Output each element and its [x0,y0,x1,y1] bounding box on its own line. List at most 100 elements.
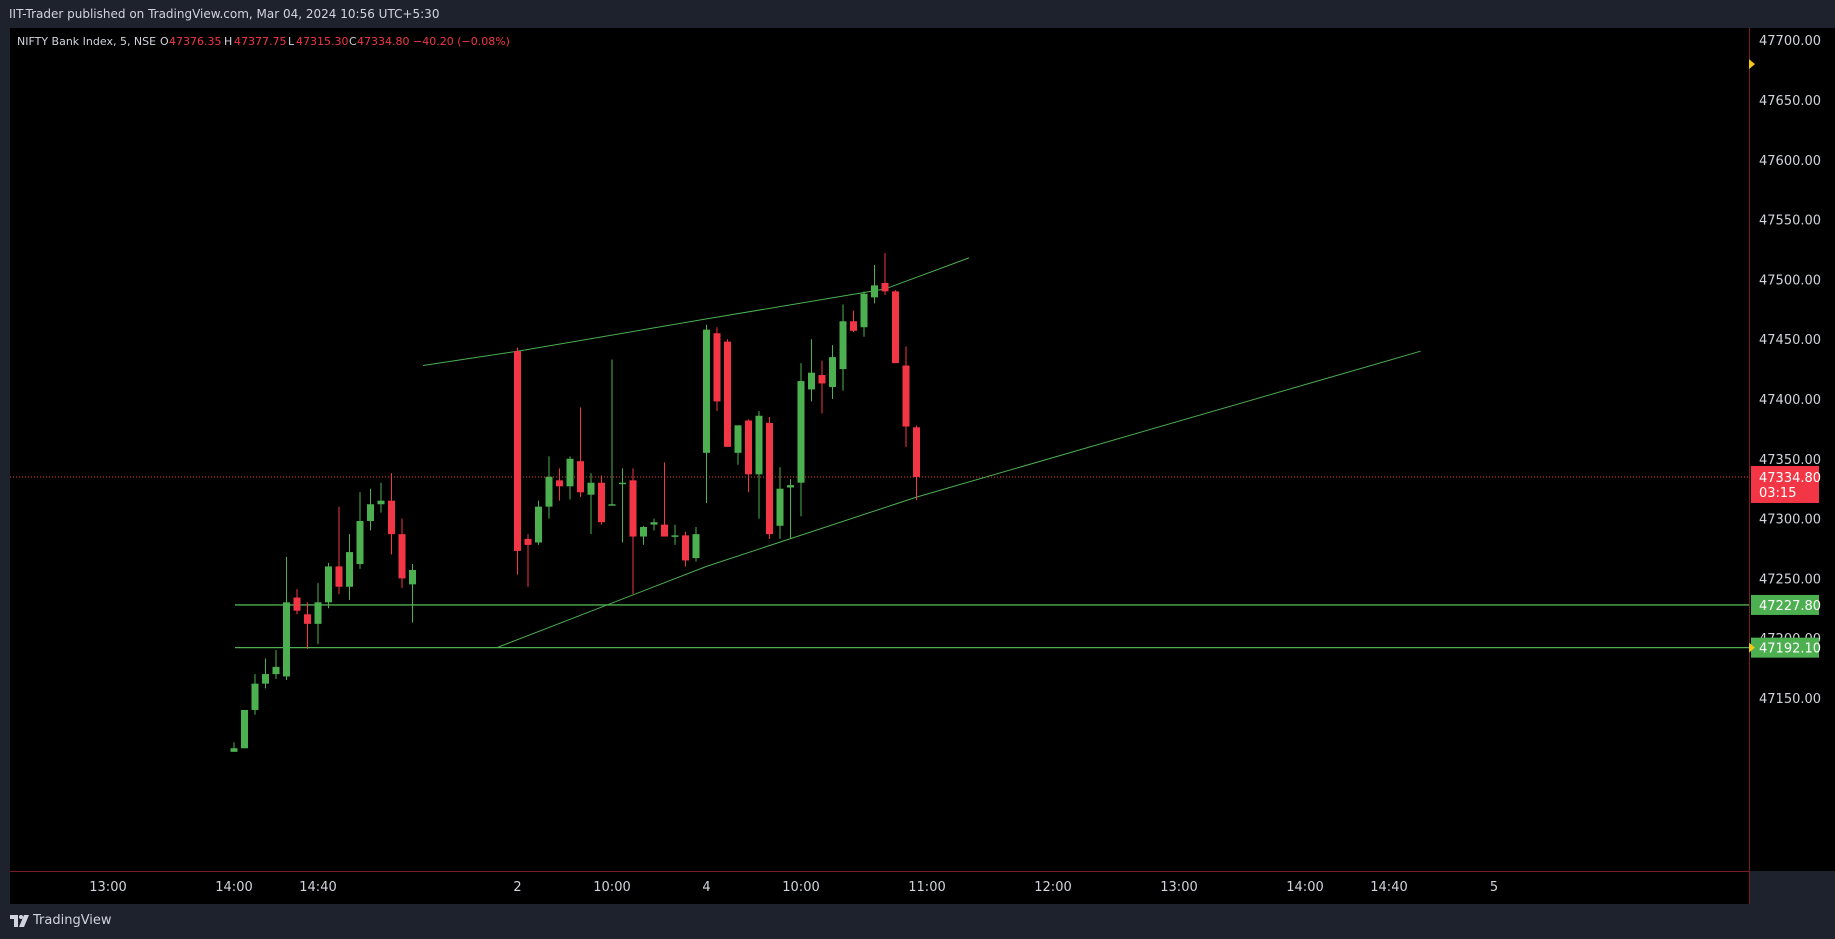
candle-body [776,488,784,526]
candle-body [913,427,920,477]
candle-body [724,341,731,447]
candle-body [545,476,553,507]
legend-open-value: 47376.35 [169,35,222,48]
candle-body [409,570,416,585]
candle-body [514,351,521,551]
y-tick-label: 47250.00 [1759,572,1821,587]
candle [745,419,752,493]
candle-body [818,375,826,384]
candle [608,359,616,506]
legend-high-value: 47377.75 [234,35,287,48]
candle [388,473,395,555]
candle-body [692,534,700,559]
candle [272,650,280,679]
candle-body [304,614,311,624]
candle [808,339,815,402]
candle-body [356,520,364,565]
candle-body [251,683,259,710]
candle [535,500,542,545]
candle-body [713,333,721,402]
countdown-label: 03:15 [1759,486,1796,501]
x-tick-label: 14:00 [1286,880,1323,895]
candle-body [629,480,637,537]
x-tick-label: 14:40 [1370,880,1407,895]
candle-body [377,500,385,505]
candle-body [283,602,290,677]
y-tick-label: 47300.00 [1759,513,1821,528]
x-tick-label: 14:00 [215,880,252,895]
candle-body [241,709,248,749]
legend-change: −40.20 (−0.08%) [413,35,510,48]
candle-body [577,461,584,493]
candle [640,525,647,545]
candle [566,456,574,500]
candle [766,416,773,539]
candle-body [640,526,647,537]
candle [514,347,521,575]
legend-high-label: H [224,35,232,48]
candle [556,468,563,501]
candle [262,658,269,689]
candle-body [745,420,752,475]
legend-close-label: C [349,35,357,48]
legend-low-label: L [288,35,295,48]
candle-body [902,365,910,427]
alert-triangle-icon [1749,59,1755,70]
candle-body [524,538,532,545]
x-tick-label: 12:00 [1034,880,1071,895]
footer-bar: TradingView [0,904,1835,939]
candle-body [797,381,805,483]
candle [703,324,710,504]
tradingview-logo-icon[interactable] [10,915,30,927]
time-axis[interactable] [10,872,1749,904]
candle-body [293,597,301,611]
footer-brand[interactable]: TradingView [33,913,112,928]
candle [346,534,353,600]
candle-body [650,522,658,525]
candle-body [556,480,563,487]
y-tick-label: 47350.00 [1759,453,1821,468]
x-tick-label: 10:00 [782,880,819,895]
trendline-0 [422,257,970,366]
candle [356,492,364,569]
candle [682,531,689,567]
level-badge-1 [1751,637,1819,658]
candle-body [787,485,794,488]
x-tick-label: 2 [513,880,521,895]
price-axis[interactable] [1750,28,1835,871]
candle-body [860,293,868,328]
horizontal-levels [235,604,1749,649]
candle [398,518,406,588]
y-tick-label: 47500.00 [1759,273,1821,288]
candle [724,339,731,447]
candle-body [325,566,332,603]
candle [314,583,322,645]
alert-triangle-icon [1749,642,1755,653]
ohlc-legend: NIFTY Bank Index, 5, NSE O 47376.35 H 47… [17,35,510,48]
y-tick-label: 47450.00 [1759,333,1821,348]
candle-body [598,482,605,523]
candle-body [587,482,595,495]
candle [671,524,679,545]
candle [892,290,899,364]
y-tick-label: 47700.00 [1759,34,1821,49]
candle [734,425,742,465]
candle [230,742,238,752]
candle-body [314,602,322,624]
trendline-1 [496,350,1421,649]
candle-body [892,291,899,364]
candle [524,534,532,587]
candle [881,253,889,295]
x-tick-label: 5 [1490,880,1498,895]
candle-body [346,552,353,587]
level-label-1: 47192.10 [1759,642,1821,657]
current-price-label: 47334.80 [1759,471,1821,486]
candle [692,526,700,562]
candle-body [734,425,742,453]
candle-body [566,458,574,487]
candle [241,709,248,749]
plot-area[interactable] [10,28,1749,871]
legend-close-value: 47334.80 [357,35,410,48]
candle [829,345,836,399]
